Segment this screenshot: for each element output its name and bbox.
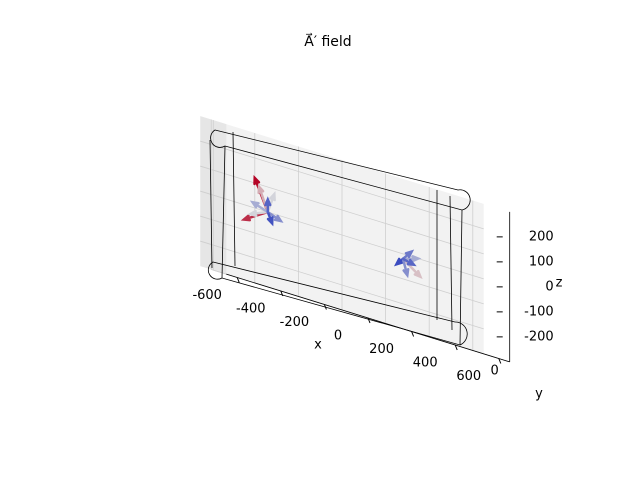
grid-line — [200, 215, 484, 305]
arrow — [266, 210, 284, 223]
chart-title: A⃗′ field — [304, 32, 351, 50]
z-tick-label: -100 — [524, 304, 554, 319]
x-tick-label: 400 — [413, 356, 438, 371]
outline-top — [210, 129, 471, 211]
outline-edges — [209, 131, 463, 346]
tick-mark — [367, 317, 371, 324]
grid-line — [200, 165, 484, 255]
tick-mark — [236, 277, 240, 283]
arrow — [401, 257, 417, 267]
arrow — [257, 183, 270, 214]
x-tick-label: -600 — [192, 288, 222, 303]
arrow — [393, 257, 405, 267]
grid-line — [200, 140, 484, 230]
arrow — [401, 249, 415, 261]
x-tick-label: 200 — [369, 342, 394, 357]
y-tick-label: 0 — [491, 363, 499, 378]
arrow — [247, 209, 270, 218]
z-tick-label: 200 — [529, 229, 554, 244]
tick-mark — [454, 344, 458, 351]
panes — [200, 116, 511, 363]
arrow — [401, 257, 410, 279]
x-tick-label: -400 — [236, 302, 266, 317]
arrow — [264, 196, 272, 214]
grid-line — [200, 240, 484, 330]
tick-mark — [280, 290, 284, 297]
z-tick-label: -200 — [524, 329, 554, 344]
z-tick-label: 100 — [529, 254, 554, 269]
x-tick-label: 0 — [334, 329, 342, 344]
z-axis-label: z — [556, 276, 563, 291]
grid-line — [200, 190, 484, 280]
tick-mark — [323, 304, 327, 310]
tick-mark — [498, 358, 502, 364]
x-tick-label: 600 — [456, 369, 481, 384]
y-axis-label: y — [535, 387, 543, 402]
z-tick-label: 0 — [545, 279, 553, 294]
domain-outline — [207, 129, 471, 346]
tick-mark — [411, 331, 415, 337]
arrow — [249, 200, 270, 214]
arrow — [266, 210, 274, 227]
x-tick-label: -200 — [280, 315, 310, 330]
x-axis-label: x — [314, 338, 322, 353]
